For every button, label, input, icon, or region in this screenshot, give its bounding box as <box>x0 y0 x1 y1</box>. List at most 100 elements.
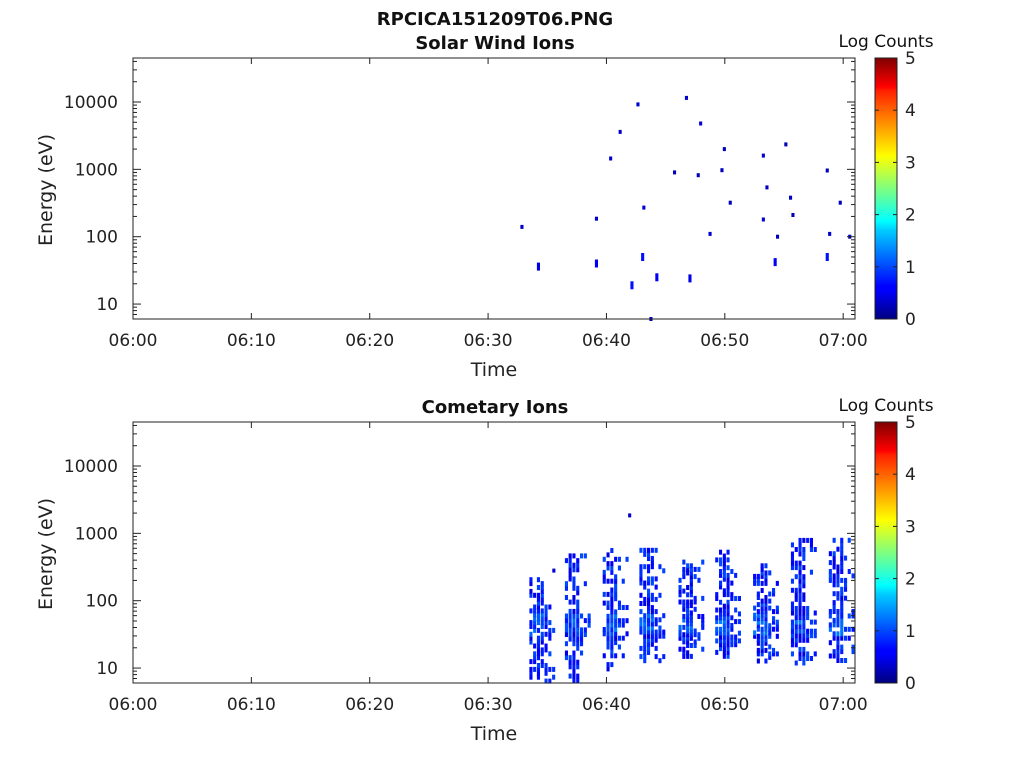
heatmap-cell <box>610 640 614 646</box>
heatmap-cell <box>798 547 802 552</box>
heatmap-cell <box>847 613 851 619</box>
heatmap-cell <box>606 666 610 672</box>
heatmap-cell <box>802 615 806 621</box>
heatmap-cell <box>722 592 726 598</box>
heatmap-cell <box>686 566 690 572</box>
heatmap-cell <box>836 591 840 597</box>
heatmap-cell <box>540 608 544 614</box>
heatmap-cell <box>838 200 842 205</box>
heatmap-cell <box>840 537 844 543</box>
heatmap-cell <box>851 649 855 655</box>
heatmap-cell <box>639 629 643 635</box>
heatmap-cell <box>678 592 682 598</box>
heatmap-cell <box>576 618 580 624</box>
heatmap-cell <box>564 622 568 628</box>
heatmap-cell <box>798 592 802 598</box>
heatmap-cell <box>576 558 580 564</box>
heatmap-cell <box>836 546 840 552</box>
heatmap-cells-solar-wind <box>520 95 852 321</box>
colorbar-gradient <box>874 421 898 684</box>
heatmap-cell <box>658 625 662 631</box>
heatmap-cell <box>764 609 768 615</box>
heatmap-cell <box>610 548 614 553</box>
heatmap-cell <box>625 556 629 562</box>
heatmap-cell <box>540 659 544 665</box>
heatmap-cell <box>533 651 537 657</box>
heatmap-cell <box>828 573 832 579</box>
heatmap-cell <box>802 592 806 598</box>
heatmap-cell <box>610 653 614 659</box>
heatmap-cell <box>572 641 576 647</box>
heatmap-cell <box>689 581 693 587</box>
heatmap-cell <box>697 614 701 619</box>
heatmap-cell <box>784 142 788 147</box>
heatmap-cell <box>798 606 802 611</box>
heatmap-cell <box>726 626 730 632</box>
heatmap-cell <box>621 618 625 624</box>
heatmap-cell <box>802 565 806 571</box>
heatmap-cell <box>610 648 614 654</box>
heatmap-cell <box>572 632 576 637</box>
heatmap-cell <box>544 604 548 610</box>
heatmap-cell <box>564 627 568 633</box>
heatmap-cell <box>840 644 844 650</box>
heatmap-cell <box>722 642 726 648</box>
heatmap-cell <box>798 583 802 589</box>
heatmap-cell <box>572 553 576 559</box>
heatmap-cell <box>791 213 795 217</box>
x-axis-label-cometary: Time <box>470 723 518 745</box>
heatmap-cell <box>614 653 618 659</box>
heatmap-cell <box>737 611 741 617</box>
heatmap-cell <box>568 562 572 568</box>
panel-title-cometary: Cometary Ions <box>422 397 569 418</box>
heatmap-cell <box>654 645 658 651</box>
heatmap-cell <box>722 653 726 659</box>
heatmap-cell <box>689 624 693 630</box>
heatmap-cell <box>764 563 768 569</box>
heatmap-cell <box>540 663 544 668</box>
heatmap-cell <box>617 622 621 628</box>
heatmap-cell <box>701 595 705 601</box>
heatmap-cell <box>701 559 705 565</box>
heatmap-cell <box>790 610 794 616</box>
heatmap-cell <box>544 624 548 629</box>
heatmap-cell <box>682 624 686 630</box>
heatmap-cell <box>840 586 844 592</box>
heatmap-cell <box>734 572 738 578</box>
heatmap-cell <box>610 569 614 575</box>
colorbar-gradient <box>874 57 898 320</box>
heatmap-cell <box>576 622 580 628</box>
heatmap-cell <box>794 560 798 566</box>
heatmap-cell <box>650 641 654 647</box>
heatmap-cell <box>802 624 806 630</box>
heatmap-cell <box>568 673 572 679</box>
heatmap-cell <box>844 635 848 641</box>
heatmap-cell <box>533 655 537 661</box>
heatmap-cell <box>673 170 677 175</box>
heatmap-cell <box>658 592 662 598</box>
heatmap-cell <box>794 615 798 621</box>
heatmap-cell <box>764 580 768 586</box>
heatmap-cell <box>809 547 813 552</box>
heatmap-cell <box>576 636 580 642</box>
heatmap-cell <box>836 658 840 663</box>
heatmap-cell <box>606 631 610 637</box>
heatmap-cell <box>836 564 840 570</box>
heatmap-cell <box>647 592 651 598</box>
heatmap-cell <box>798 651 802 657</box>
heatmap-cell <box>610 561 614 567</box>
heatmap-cell <box>617 565 621 571</box>
heatmap-cell <box>768 570 772 576</box>
heatmap-cell <box>617 618 621 624</box>
heatmap-cell <box>825 253 829 261</box>
heatmap-cell <box>654 633 658 639</box>
heatmap-cell <box>643 551 647 557</box>
heatmap-cell <box>689 643 693 648</box>
heatmap-cell <box>790 633 794 639</box>
heatmap-cell <box>722 646 726 652</box>
heatmap-cell <box>753 630 757 636</box>
heatmap-cell <box>614 635 618 641</box>
heatmap-cell <box>580 553 584 559</box>
heatmap-cell <box>836 644 840 650</box>
heatmap-cell <box>813 610 817 616</box>
